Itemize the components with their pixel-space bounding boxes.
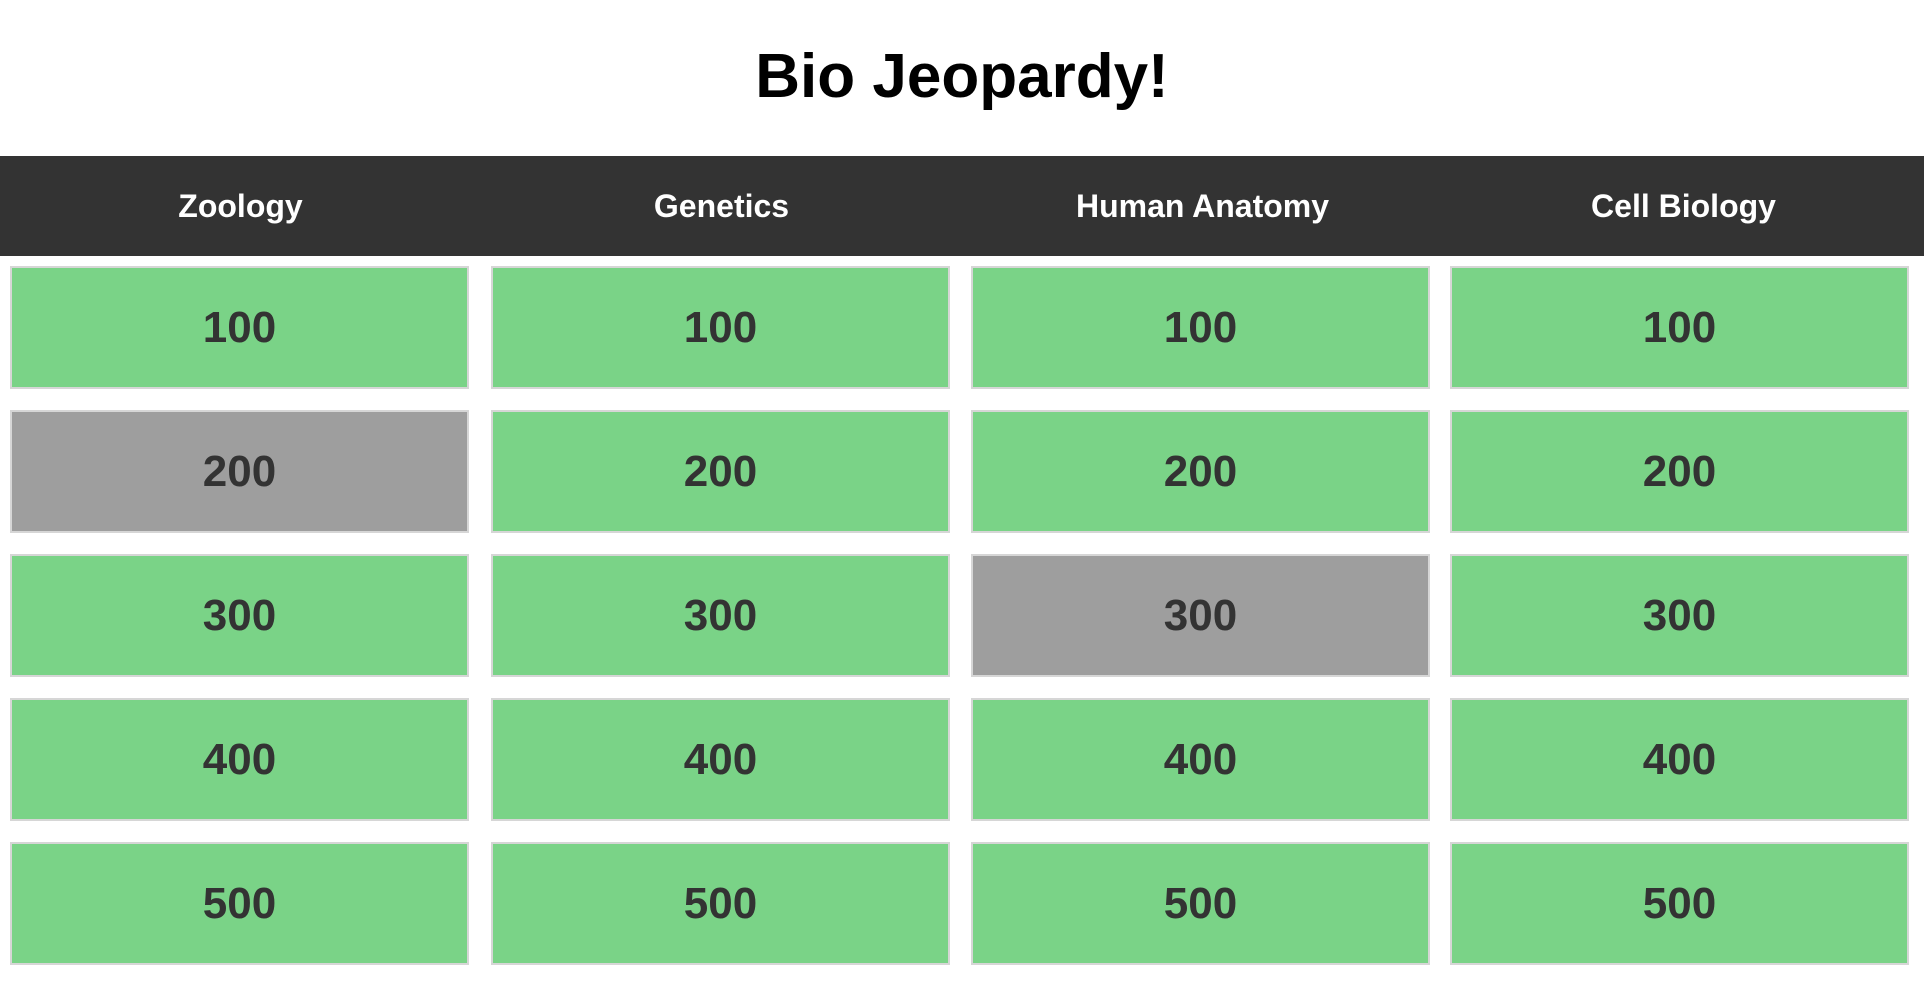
question-tile[interactable]: 400	[971, 698, 1430, 821]
question-tile[interactable]: 200	[1450, 410, 1909, 533]
question-tile[interactable]: 100	[491, 266, 950, 389]
question-tile: 200	[10, 410, 469, 533]
category-title: Cell Biology	[1591, 187, 1776, 224]
question-tile[interactable]: 300	[10, 554, 469, 677]
category-title: Genetics	[653, 187, 790, 224]
category-title: Zoology	[178, 187, 303, 224]
question-tile[interactable]: 100	[971, 266, 1430, 389]
question-tile[interactable]: 400	[491, 698, 950, 821]
question-tile[interactable]: 100	[1450, 266, 1909, 389]
question-tile[interactable]: 500	[971, 842, 1430, 965]
category-title: Human Anatomy	[1075, 187, 1330, 224]
question-tile: 300	[971, 554, 1430, 677]
question-tile[interactable]: 200	[971, 410, 1430, 533]
question-tile[interactable]: 100	[10, 266, 469, 389]
question-tile[interactable]: 300	[1450, 554, 1909, 677]
question-tile[interactable]: 500	[491, 842, 950, 965]
category-header: Zoology Genetics Human Anatomy Cell Biology	[0, 156, 1924, 256]
question-tile[interactable]: 500	[1450, 842, 1909, 965]
game-board: 100 200 300 400 500 100 200 300 400 500 100 200 300 4…	[0, 256, 1924, 996]
question-tile[interactable]: 200	[491, 410, 950, 533]
question-tile[interactable]: 400	[1450, 698, 1909, 821]
page-title: Bio Jeopardy!	[755, 42, 1169, 111]
question-tile[interactable]: 400	[10, 698, 469, 821]
question-tile[interactable]: 500	[10, 842, 469, 965]
question-tile[interactable]: 300	[491, 554, 950, 677]
